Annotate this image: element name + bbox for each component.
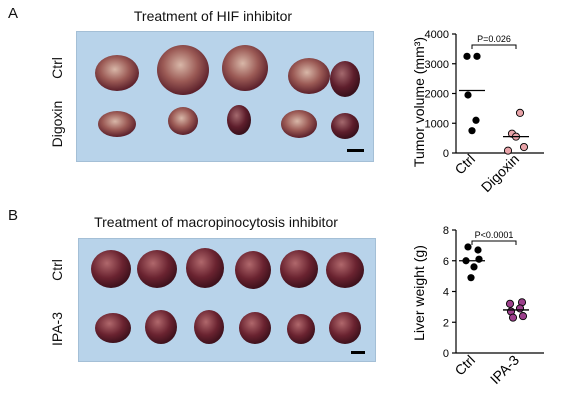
panel-letter-b: B xyxy=(8,207,19,224)
data-point xyxy=(467,274,475,282)
ctrl-tumors xyxy=(95,45,360,97)
y-ticks: 0 2 4 6 8 xyxy=(443,225,456,360)
panel-a-title: Treatment of HIF inhibitor xyxy=(133,8,293,24)
scale-bar xyxy=(351,351,365,354)
panel-b-row-label-ctrl: Ctrl xyxy=(49,259,65,281)
data-point xyxy=(515,108,525,117)
data-point xyxy=(474,246,482,254)
x-tick-label: IPA-3 xyxy=(487,352,522,387)
liver-weight-chart: Liver weight (g) 0 2 4 6 8 P<0.0001 Ctrl IPA-… xyxy=(411,225,544,387)
panel-a-row-label-digoxin: Digoxin xyxy=(49,100,65,148)
data-point xyxy=(464,243,472,251)
data-point xyxy=(464,91,472,99)
data-point xyxy=(475,255,483,263)
y-tick-label: 2000 xyxy=(425,89,449,101)
x-tick-labels: Ctrl Digoxin xyxy=(451,151,522,195)
tumor-volume-chart: Tumor volume (mm³) 0 1000 2000 3000 4000 P=0… xyxy=(411,29,544,195)
y-axis-label: Liver weight (g) xyxy=(411,245,427,341)
data-points xyxy=(463,52,529,155)
data-point xyxy=(468,127,476,135)
x-tick-label: Digoxin xyxy=(478,151,522,195)
x-tick-labels: Ctrl IPA-3 xyxy=(451,352,522,387)
ipa3-livers xyxy=(95,310,361,344)
data-point xyxy=(515,304,525,313)
panel-b-row-label-ipa3: IPA-3 xyxy=(49,312,65,346)
y-tick-label: 6 xyxy=(443,256,449,268)
x-tick-label: Ctrl xyxy=(451,151,478,178)
data-point xyxy=(519,142,529,152)
y-tick-label: 0 xyxy=(443,348,449,360)
digoxin-tumors xyxy=(98,105,359,139)
data-point xyxy=(508,313,518,322)
data-point xyxy=(518,312,528,321)
panel-a-row-label-ctrl: Ctrl xyxy=(49,57,65,79)
significance-line xyxy=(471,44,517,49)
y-tick-label: 0 xyxy=(443,148,449,160)
y-ticks: 0 1000 2000 3000 4000 xyxy=(425,29,456,160)
mean-lines xyxy=(459,260,529,311)
y-tick-label: 4000 xyxy=(425,29,449,41)
y-tick-label: 8 xyxy=(443,225,449,237)
scale-bar xyxy=(347,149,364,152)
y-tick-label: 3000 xyxy=(425,59,449,71)
p-value-label: P<0.0001 xyxy=(475,230,514,240)
y-tick-label: 1000 xyxy=(425,118,449,130)
data-point xyxy=(505,299,515,308)
ctrl-livers xyxy=(91,248,364,289)
panel-letter-a: A xyxy=(8,5,19,22)
data-point xyxy=(473,52,481,60)
x-tick-label: Ctrl xyxy=(451,352,478,379)
p-value-label: P=0.026 xyxy=(477,34,511,44)
mean-lines xyxy=(459,89,529,138)
panel-b-liver-photo xyxy=(78,238,376,362)
data-point xyxy=(503,146,513,155)
y-tick-label: 2 xyxy=(443,317,449,329)
panel-a-tumor-photo xyxy=(76,31,374,162)
data-point xyxy=(463,52,471,60)
significance-line xyxy=(471,240,517,245)
y-axis-label: Tumor volume (mm³) xyxy=(411,37,427,167)
data-point xyxy=(472,116,480,124)
data-point xyxy=(470,263,478,271)
significance-bracket: P<0.0001 xyxy=(471,230,517,245)
y-tick-label: 4 xyxy=(443,287,449,299)
significance-bracket: P=0.026 xyxy=(471,34,517,49)
panel-b-title: Treatment of macropinocytosis inhibitor xyxy=(94,214,338,230)
